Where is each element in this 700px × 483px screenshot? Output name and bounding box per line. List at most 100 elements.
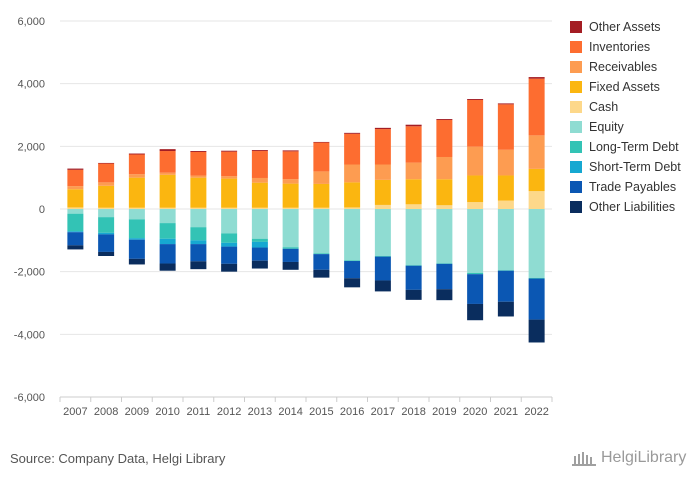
x-tick-label: 2008 bbox=[94, 406, 118, 418]
bar-segment bbox=[190, 175, 207, 178]
source-note: Source: Company Data, Helgi Library bbox=[10, 451, 226, 466]
x-tick-label: 2009 bbox=[125, 406, 149, 418]
legend-item[interactable]: Cash bbox=[570, 97, 681, 117]
legend-item[interactable]: Other Assets bbox=[570, 17, 681, 37]
x-tick-label: 2013 bbox=[248, 406, 272, 418]
bar-segment bbox=[190, 151, 207, 152]
bar-segment bbox=[190, 207, 207, 209]
legend-item[interactable]: Inventories bbox=[570, 37, 681, 57]
legend-item[interactable]: Equity bbox=[570, 117, 681, 137]
y-tick-label: 4,000 bbox=[17, 79, 45, 91]
bar-segment bbox=[190, 151, 207, 176]
bar-segment bbox=[467, 303, 484, 321]
bar-segment bbox=[159, 209, 176, 224]
bar-segment bbox=[313, 207, 330, 209]
bar-segment bbox=[98, 232, 115, 235]
bar-segment bbox=[221, 151, 238, 177]
bar-segment bbox=[497, 301, 514, 317]
bar-segment bbox=[251, 182, 268, 208]
bar-segment bbox=[313, 183, 330, 208]
bar-segment bbox=[313, 254, 330, 270]
bar-segment bbox=[436, 263, 453, 264]
bar-segment bbox=[190, 209, 207, 228]
bar-segment bbox=[528, 77, 545, 79]
bar-segment bbox=[528, 278, 545, 320]
legend-label: Other Assets bbox=[589, 20, 661, 34]
bar-segment bbox=[159, 263, 176, 271]
bar-segment bbox=[159, 151, 176, 173]
bar-segment bbox=[190, 261, 207, 270]
bar-segment bbox=[128, 153, 145, 155]
bar-segment bbox=[528, 135, 545, 169]
bar-segment bbox=[282, 247, 299, 249]
bar-segment bbox=[221, 233, 238, 243]
bar-segment bbox=[251, 260, 268, 269]
bar-segment bbox=[128, 258, 145, 265]
brand-name: HelgiLibrary bbox=[601, 449, 687, 466]
bar-segment bbox=[405, 204, 422, 209]
bar-segment bbox=[128, 219, 145, 239]
bar-segment bbox=[98, 185, 115, 208]
x-tick-label: 2020 bbox=[463, 406, 487, 418]
bar-segment bbox=[436, 289, 453, 301]
bar-segment bbox=[374, 256, 391, 281]
bar-segment bbox=[98, 251, 115, 256]
bar-segment bbox=[374, 209, 391, 256]
legend-item[interactable]: Long-Term Debt bbox=[570, 137, 681, 157]
bar-segment bbox=[344, 209, 361, 261]
bar-segment bbox=[436, 179, 453, 206]
bar-segment bbox=[282, 150, 299, 152]
bar-segment bbox=[374, 256, 391, 257]
bar-segment bbox=[405, 124, 422, 127]
bar-segment bbox=[467, 272, 484, 275]
legend-item[interactable]: Other Liabilities bbox=[570, 197, 681, 217]
legend-item[interactable]: Fixed Assets bbox=[570, 77, 681, 97]
bar-segment bbox=[67, 209, 84, 214]
bar-segment bbox=[528, 319, 545, 343]
legend-swatch bbox=[570, 61, 582, 73]
bar-segment bbox=[221, 263, 238, 272]
bar-segment bbox=[497, 175, 514, 201]
bar-segment bbox=[159, 174, 176, 208]
bar-segment bbox=[190, 244, 207, 262]
bar-segment bbox=[374, 280, 391, 292]
bar-segment bbox=[374, 127, 391, 130]
bar-segment bbox=[344, 133, 361, 165]
bars bbox=[67, 77, 545, 343]
bar-segment bbox=[436, 209, 453, 264]
bar-segment bbox=[344, 164, 361, 183]
legend-swatch bbox=[570, 121, 582, 133]
bar-segment bbox=[467, 99, 484, 100]
x-tick-label: 2016 bbox=[340, 406, 364, 418]
legend-swatch bbox=[570, 201, 582, 213]
legend-swatch bbox=[570, 101, 582, 113]
bar-segment bbox=[344, 260, 361, 262]
bar-segment bbox=[221, 178, 238, 208]
legend-label: Other Liabilities bbox=[589, 200, 676, 214]
bar-segment bbox=[221, 176, 238, 179]
x-tick-label: 2010 bbox=[155, 406, 179, 418]
bar-segment bbox=[344, 261, 361, 279]
bar-segment bbox=[282, 261, 299, 270]
bar-segment bbox=[67, 231, 84, 233]
bar-segment bbox=[313, 141, 330, 143]
bar-segment bbox=[98, 182, 115, 186]
bar-segment bbox=[374, 164, 391, 180]
legend-swatch bbox=[570, 21, 582, 33]
legend-item[interactable]: Receivables bbox=[570, 57, 681, 77]
bar-segment bbox=[405, 179, 422, 205]
legend-label: Short-Term Debt bbox=[589, 160, 681, 174]
bar-segment bbox=[313, 253, 330, 255]
bar-segment bbox=[190, 240, 207, 245]
bar-segment bbox=[497, 149, 514, 176]
bar-segment bbox=[313, 171, 330, 184]
bar-segment bbox=[251, 151, 268, 178]
bar-segment bbox=[98, 163, 115, 183]
legend-item[interactable]: Trade Payables bbox=[570, 177, 681, 197]
legend-item[interactable]: Short-Term Debt bbox=[570, 157, 681, 177]
bar-segment bbox=[159, 149, 176, 152]
x-tick-label: 2022 bbox=[524, 406, 548, 418]
x-tick-label: 2015 bbox=[309, 406, 333, 418]
bar-segment bbox=[221, 207, 238, 209]
